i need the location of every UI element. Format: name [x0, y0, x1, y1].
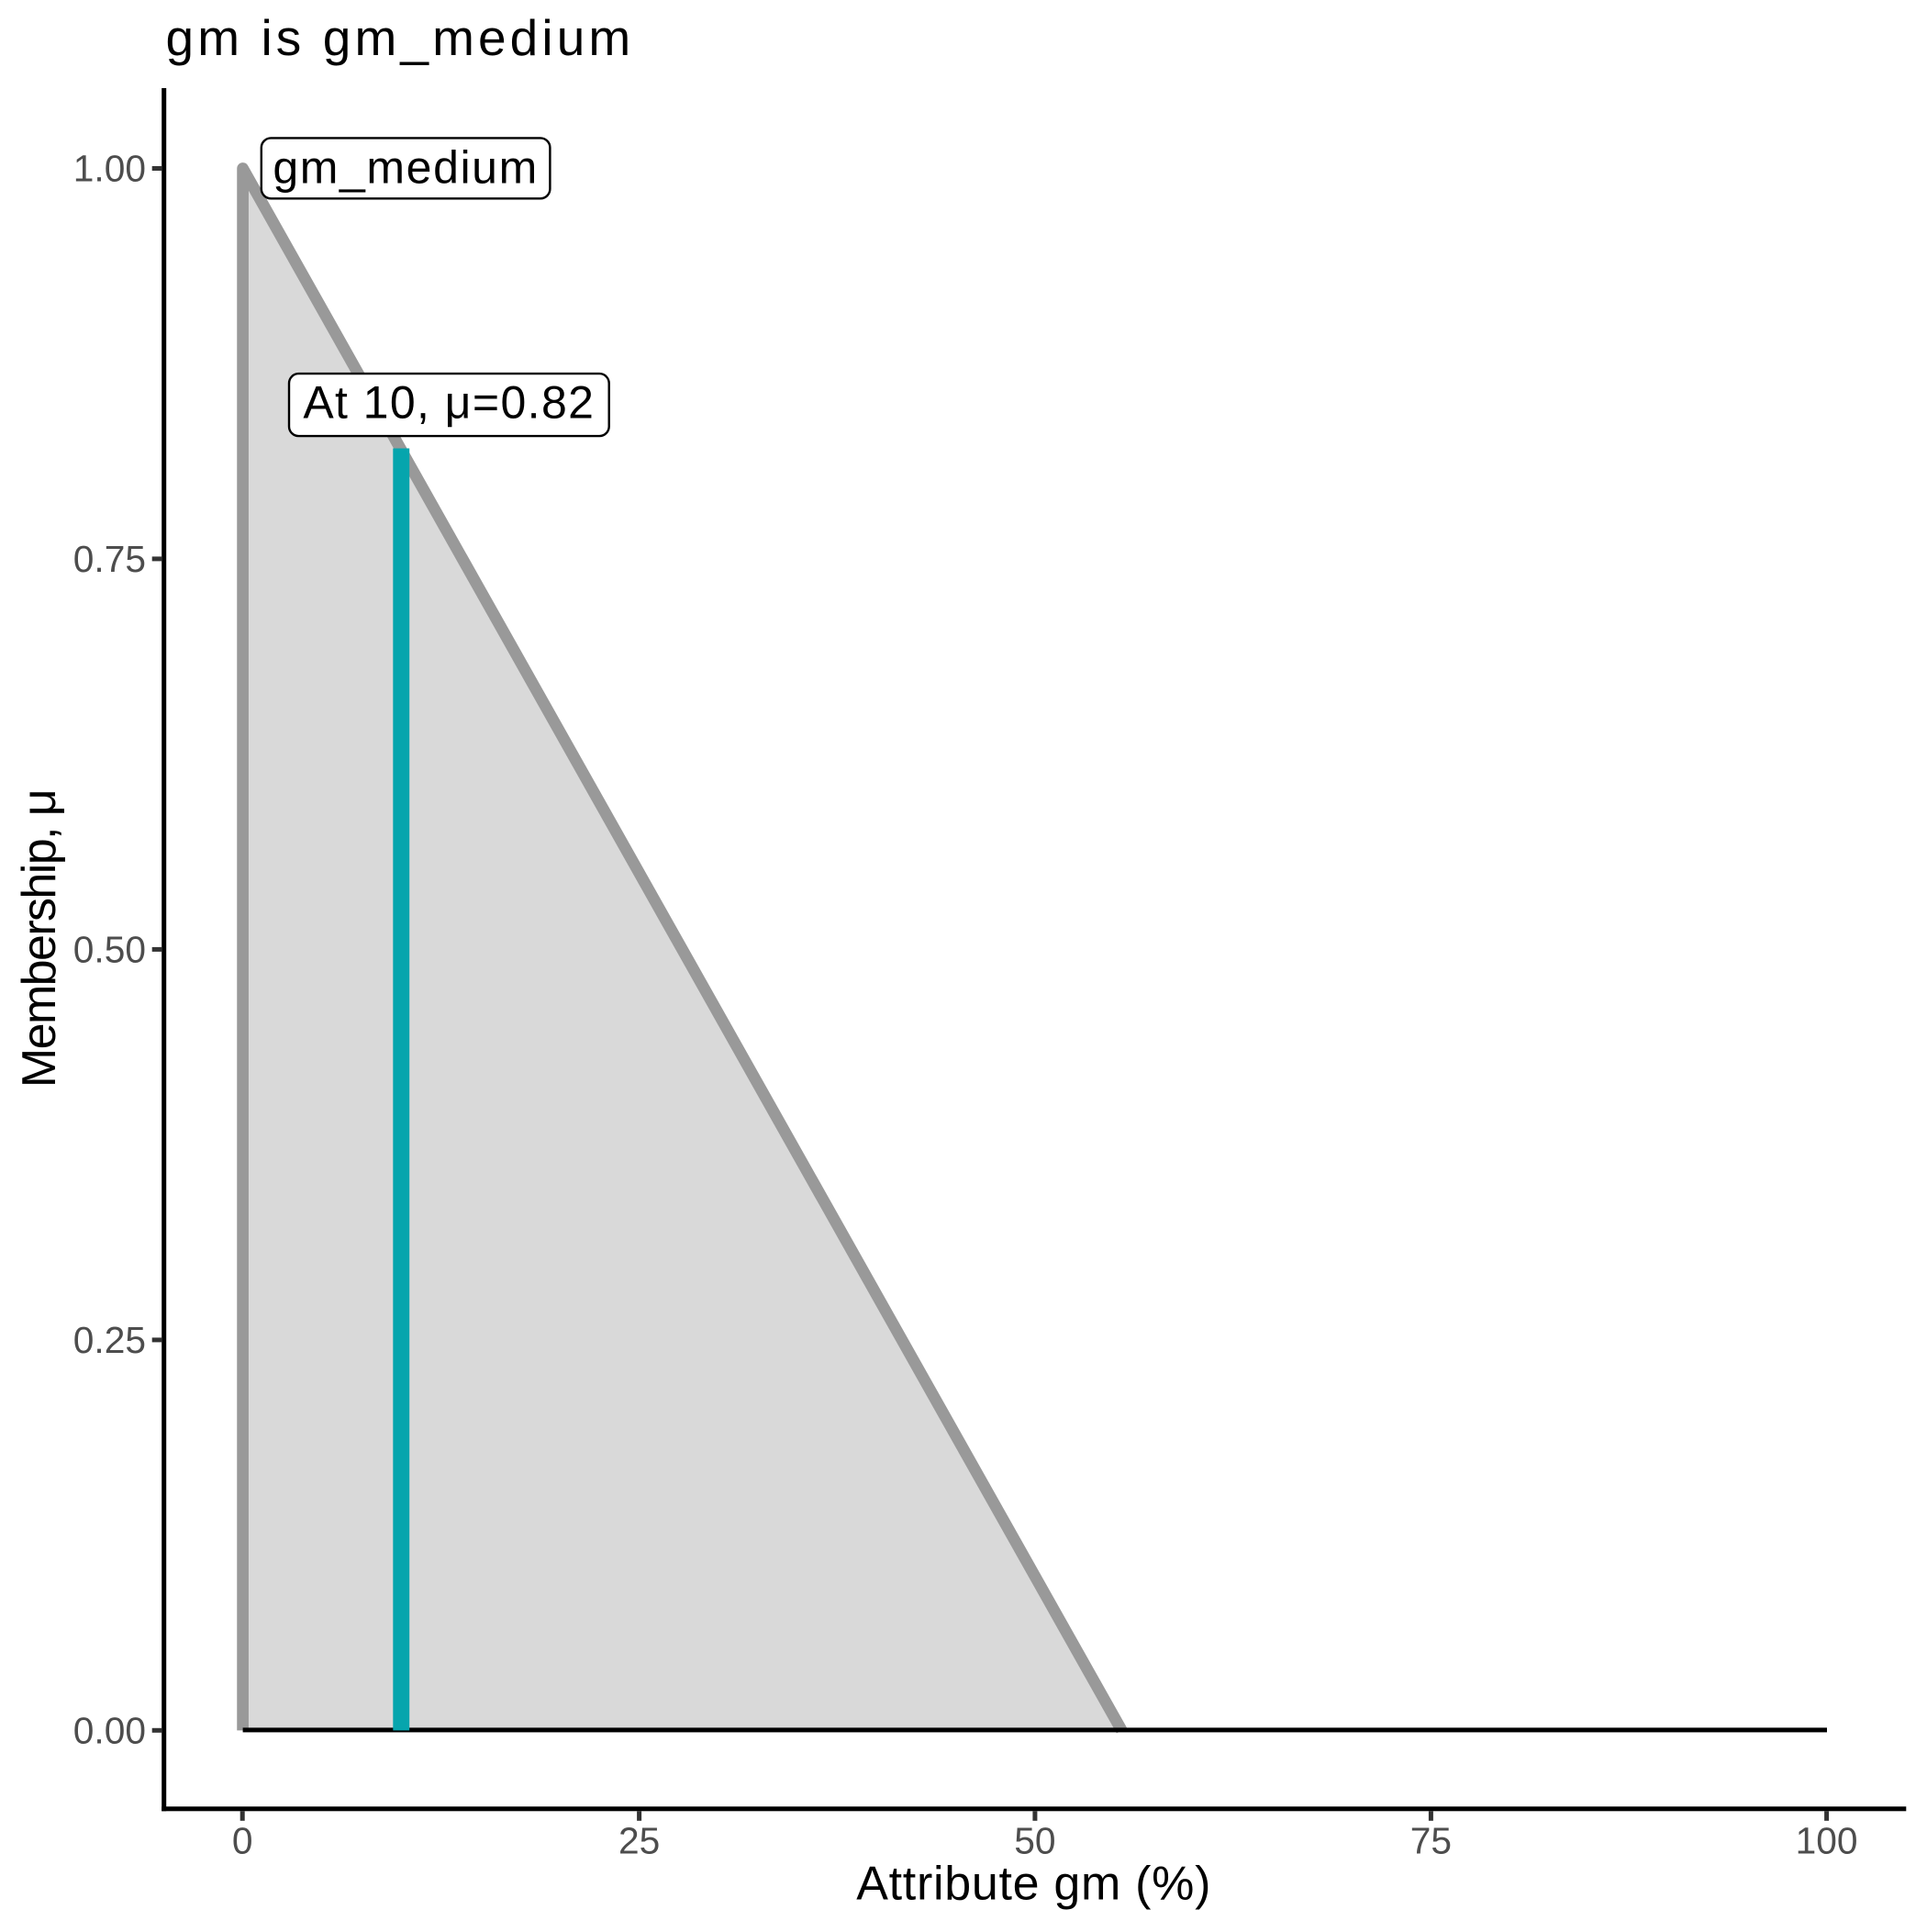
- svg-text:Membership, μ: Membership, μ: [13, 790, 66, 1088]
- svg-text:0.25: 0.25: [73, 1319, 146, 1361]
- svg-text:gm_medium: gm_medium: [273, 141, 539, 193]
- svg-text:At 10, μ=0.82: At 10, μ=0.82: [303, 377, 595, 429]
- svg-text:1.00: 1.00: [73, 148, 146, 190]
- svg-text:0.00: 0.00: [73, 1709, 146, 1751]
- svg-text:0: 0: [232, 1819, 253, 1861]
- svg-text:0.75: 0.75: [73, 538, 146, 580]
- svg-text:0.50: 0.50: [73, 929, 146, 971]
- svg-text:25: 25: [618, 1819, 660, 1861]
- svg-text:100: 100: [1796, 1819, 1858, 1861]
- svg-text:gm is gm_medium: gm is gm_medium: [166, 9, 635, 66]
- svg-text:75: 75: [1410, 1819, 1452, 1861]
- svg-text:Attribute gm (%): Attribute gm (%): [856, 1858, 1211, 1911]
- svg-text:50: 50: [1014, 1819, 1055, 1861]
